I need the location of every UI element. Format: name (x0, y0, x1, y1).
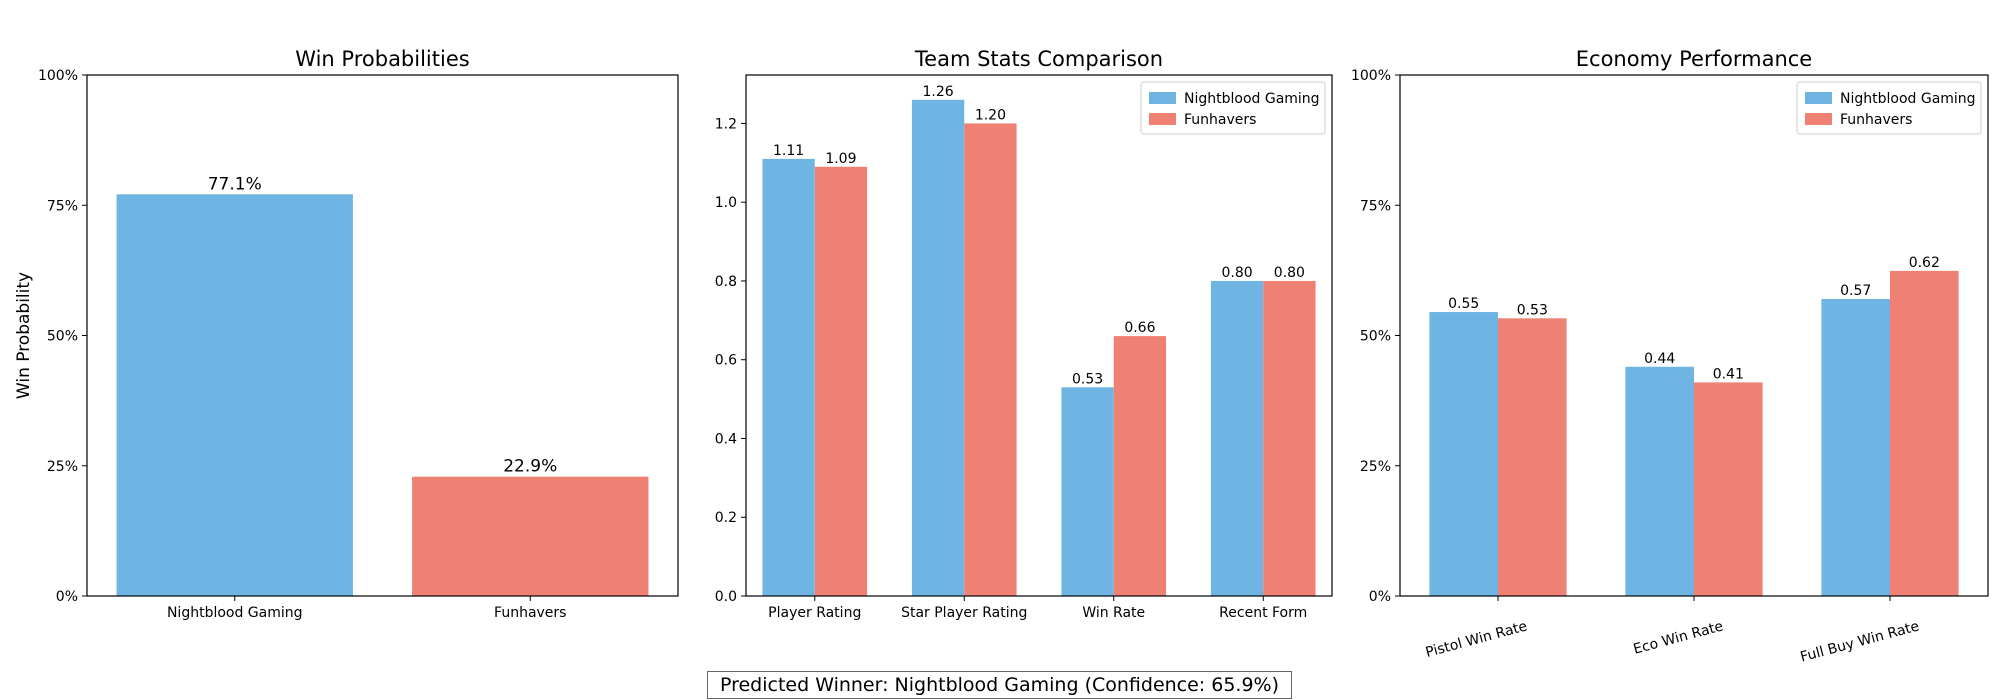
legend-swatch (1805, 113, 1832, 125)
bar-value-label: 0.62 (1909, 255, 1940, 271)
legend: Nightblood Gaming Funhavers (1140, 81, 1326, 135)
chart-panel-2: Team Stats Comparison 0.0 0.2 0.4 0.6 0.8 1.0 1… (715, 47, 1333, 621)
y-axis-label: Win Probability (14, 272, 34, 399)
y-tick-label: 1.0 (715, 195, 737, 211)
bar-value-label: 0.80 (1274, 265, 1305, 281)
bar (964, 123, 1017, 596)
bar (814, 166, 868, 596)
bar-value-label: 1.09 (825, 151, 856, 167)
x-tick-label: Win Rate (1082, 605, 1145, 621)
legend-swatch (1149, 113, 1176, 125)
bar-value-label: 0.80 (1221, 265, 1252, 281)
legend-frame (1796, 81, 1982, 135)
bar-value-label: 1.26 (923, 84, 954, 100)
x-tick-label: Recent Form (1219, 605, 1307, 621)
prediction-summary-box: Predicted Winner: Nightblood Gaming (Con… (707, 671, 1292, 699)
y-tick-label: 0.6 (715, 353, 737, 369)
x-tick-label: Eco Win Rate (1632, 618, 1725, 657)
y-tick-label: 0.2 (715, 510, 737, 526)
x-tick-label: Nightblood Gaming (167, 605, 303, 621)
bar-value-label: 0.53 (1072, 371, 1103, 387)
y-tick-label: 0.0 (715, 589, 737, 605)
bar (1263, 280, 1316, 596)
y-tick-label: 100% (1351, 68, 1391, 84)
bar-value-label: 1.20 (975, 107, 1006, 123)
plot-frame (86, 74, 679, 597)
y-tick-label: 0.8 (715, 274, 737, 290)
y-tick-label: 25% (1360, 459, 1391, 475)
chart-panel-3: Economy Performance 0% 25% 50% 75% 100% 0.55 0.… (1351, 47, 1989, 666)
legend-label: Funhavers (1184, 112, 1256, 128)
plot-frame (745, 74, 1333, 597)
legend-swatch (1805, 92, 1832, 104)
bar-value-label: 0.53 (1517, 302, 1548, 318)
bar (412, 476, 649, 596)
chart-title: Team Stats Comparison (914, 47, 1163, 71)
bar (1694, 382, 1763, 596)
bar (1429, 312, 1498, 596)
bar-value-label: 1.11 (773, 143, 804, 159)
y-tick-label: 0% (1369, 589, 1391, 605)
y-tick-label: 0.4 (715, 431, 737, 447)
y-tick-label: 50% (1360, 329, 1391, 345)
x-tick-label: Player Rating (768, 605, 861, 621)
y-tick-label: 25% (47, 459, 78, 475)
bar-value-label: 22.9% (503, 457, 557, 477)
y-tick-label: 0% (56, 589, 78, 605)
x-tick-label: Pistol Win Rate (1424, 618, 1529, 661)
x-tick-label: Star Player Rating (901, 605, 1027, 621)
legend-swatch (1149, 92, 1176, 104)
bar (1498, 318, 1567, 596)
legend-label: Funhavers (1840, 112, 1912, 128)
y-tick-label: 75% (1360, 198, 1391, 214)
bar (1890, 270, 1959, 596)
bar (911, 99, 965, 597)
bar (1625, 366, 1694, 596)
legend-label: Nightblood Gaming (1184, 91, 1320, 107)
legend: Nightblood Gaming Funhavers (1796, 81, 1982, 135)
bar-value-label: 0.55 (1448, 296, 1479, 312)
plot-frame (1399, 74, 1989, 597)
y-tick-label: 75% (47, 198, 78, 214)
chart-title: Economy Performance (1576, 47, 1812, 71)
y-tick-label: 100% (38, 68, 78, 84)
chart-title: Win Probabilities (295, 47, 469, 71)
bar-value-label: 77.1% (208, 174, 262, 194)
bar-value-label: 0.66 (1124, 320, 1155, 336)
bar (762, 158, 815, 596)
bar (1061, 387, 1114, 596)
bar-value-label: 0.41 (1713, 366, 1744, 382)
legend-frame (1140, 81, 1326, 135)
bar (1821, 299, 1890, 596)
y-tick-label: 50% (47, 329, 78, 345)
bar-value-label: 0.44 (1644, 351, 1675, 367)
chart-panel-1: Win Probabilities Win Probability 0% 25% 50%… (14, 47, 679, 621)
bar (116, 194, 353, 596)
x-tick-label: Full Buy Win Rate (1799, 618, 1921, 665)
x-tick-label: Funhavers (494, 605, 566, 621)
y-tick-label: 1.2 (715, 116, 737, 132)
bar-value-label: 0.57 (1840, 283, 1871, 299)
bar (1113, 336, 1167, 596)
legend-label: Nightblood Gaming (1840, 91, 1976, 107)
bar (1210, 280, 1264, 596)
